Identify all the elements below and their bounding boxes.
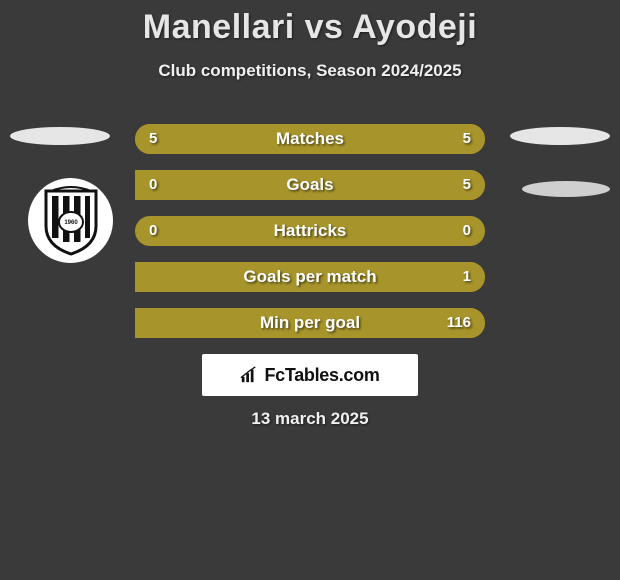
stat-value-left: 5	[149, 124, 157, 154]
brand-text: FcTables.com	[264, 365, 379, 386]
stat-value-right: 0	[463, 216, 471, 246]
stat-value-left: 0	[149, 216, 157, 246]
stat-row: Goals per match1	[135, 262, 485, 292]
comparison-card: Manellari vs Ayodeji Club competitions, …	[0, 0, 620, 580]
page-title: Manellari vs Ayodeji	[0, 0, 620, 47]
stats-panel: Matches55Goals05Hattricks00Goals per mat…	[135, 124, 485, 354]
stat-row: Min per goal116	[135, 308, 485, 338]
date-caption: 13 march 2025	[0, 409, 620, 429]
player-right-shadow-2	[522, 181, 610, 197]
stat-row-bg	[135, 216, 485, 246]
page-subtitle: Club competitions, Season 2024/2025	[0, 61, 620, 81]
stat-right-fill	[135, 170, 485, 200]
stat-right-fill	[135, 262, 485, 292]
brand-badge[interactable]: FcTables.com	[202, 354, 418, 396]
stat-value-right: 5	[463, 124, 471, 154]
stat-value-right: 116	[447, 308, 471, 338]
club-badge-left: 1960	[28, 178, 113, 263]
stat-right-fill	[135, 308, 485, 338]
player-right-shadow	[510, 127, 610, 145]
stat-value-left: 0	[149, 170, 157, 200]
player-left-shadow	[10, 127, 110, 145]
stat-value-right: 5	[463, 170, 471, 200]
stat-left-fill	[135, 124, 310, 154]
stat-right-fill	[310, 124, 485, 154]
stat-value-right: 1	[463, 262, 471, 292]
club-year: 1960	[64, 220, 78, 226]
stat-row: Goals05	[135, 170, 485, 200]
stat-row: Hattricks00	[135, 216, 485, 246]
stat-row: Matches55	[135, 124, 485, 154]
shield-icon: 1960	[41, 186, 101, 256]
bar-chart-icon	[240, 366, 258, 384]
